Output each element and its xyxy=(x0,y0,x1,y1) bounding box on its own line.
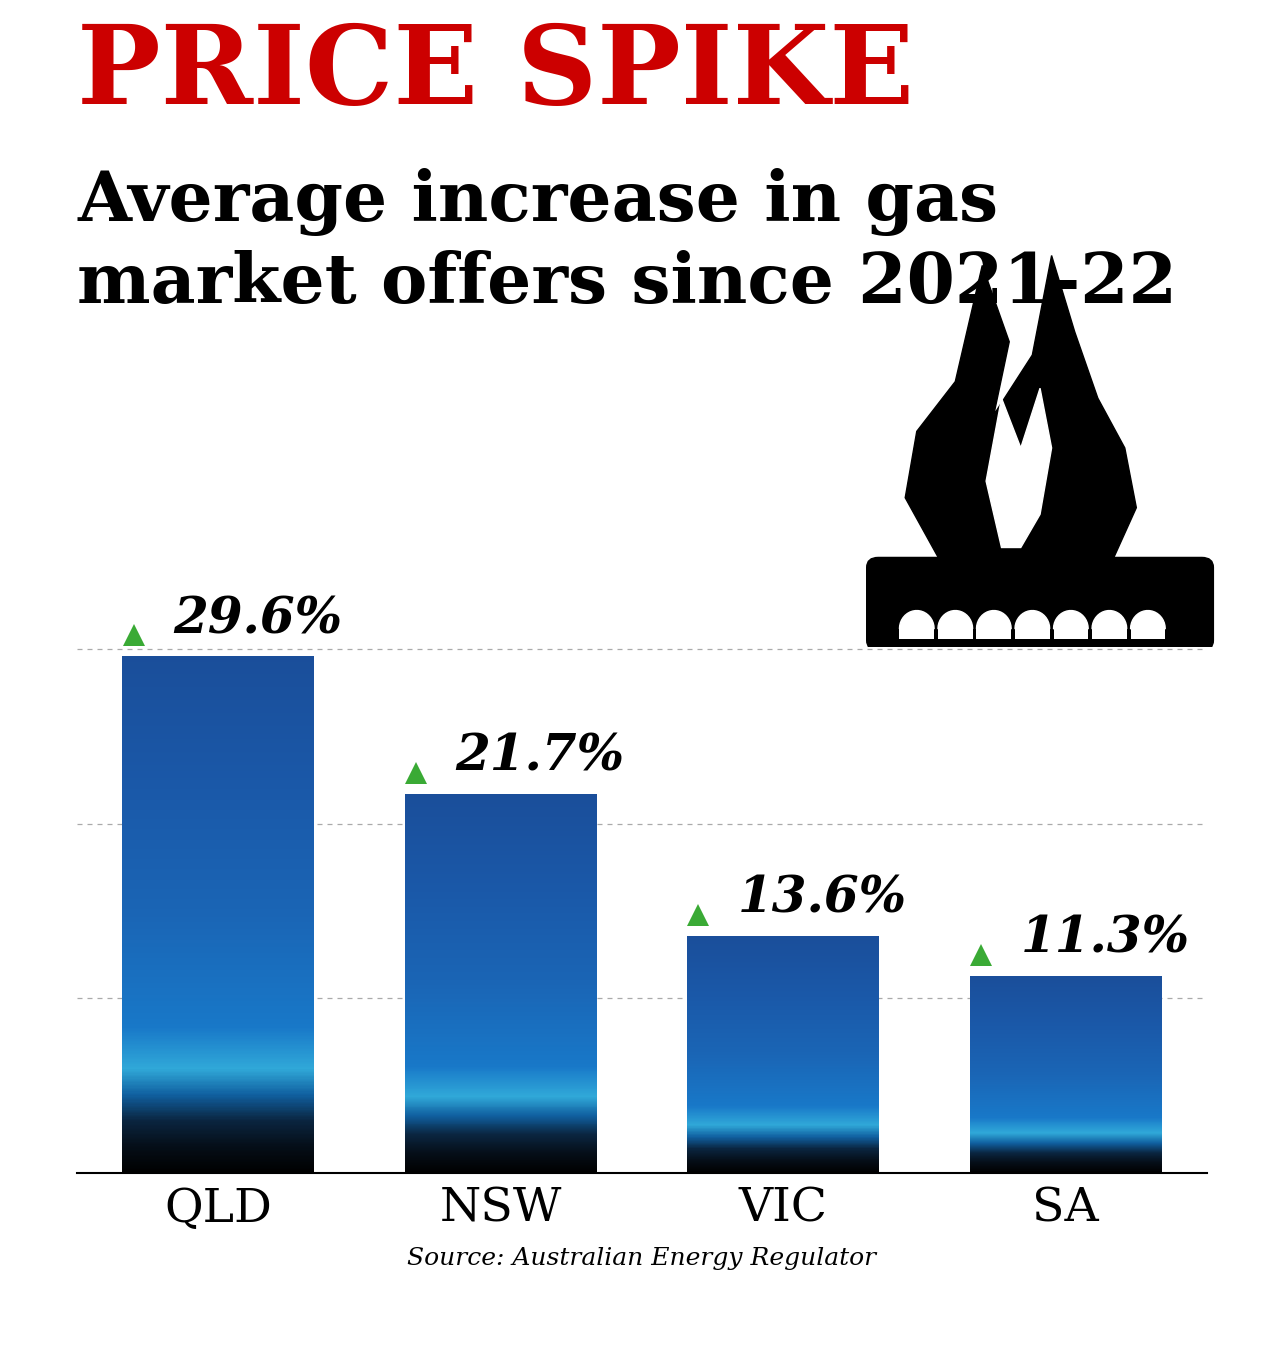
Polygon shape xyxy=(1053,611,1089,628)
Polygon shape xyxy=(986,388,1052,547)
Text: Source: Australian Energy Regulator: Source: Australian Energy Regulator xyxy=(407,1247,877,1270)
Text: 13.6%: 13.6% xyxy=(738,875,908,923)
Polygon shape xyxy=(937,611,973,628)
Polygon shape xyxy=(1130,611,1166,628)
Text: 21.7%: 21.7% xyxy=(456,733,625,782)
Text: Average increase in gas
market offers since 2021-22: Average increase in gas market offers si… xyxy=(77,168,1177,317)
Polygon shape xyxy=(899,611,935,628)
Text: 11.3%: 11.3% xyxy=(1021,914,1190,964)
Polygon shape xyxy=(1091,611,1127,628)
Bar xyxy=(1014,627,1049,639)
Text: 29.6%: 29.6% xyxy=(173,596,343,644)
FancyBboxPatch shape xyxy=(867,558,1213,650)
Bar xyxy=(976,627,1012,639)
Bar xyxy=(1053,627,1088,639)
Polygon shape xyxy=(905,256,1136,568)
Text: PRICE SPIKE: PRICE SPIKE xyxy=(77,20,914,127)
Bar xyxy=(937,627,973,639)
Polygon shape xyxy=(976,611,1012,628)
Bar xyxy=(899,627,935,639)
Bar xyxy=(1091,627,1126,639)
Bar xyxy=(1130,627,1165,639)
Polygon shape xyxy=(1014,611,1050,628)
